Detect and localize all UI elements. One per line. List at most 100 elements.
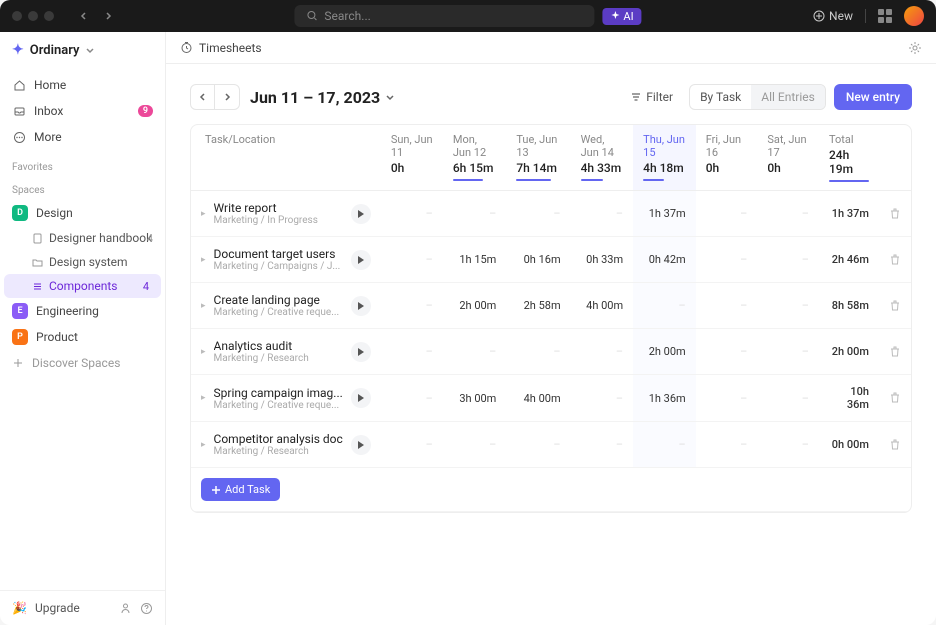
time-cell-empty[interactable]: – [381,283,443,329]
upgrade-button[interactable]: Upgrade [35,601,80,615]
time-cell[interactable]: 2h 00m [443,283,506,329]
task-name[interactable]: Analytics audit [214,339,343,353]
delete-button[interactable] [879,237,911,283]
add-task-button[interactable]: Add Task [201,478,280,501]
time-cell-empty[interactable]: – [757,237,819,283]
expand-icon[interactable]: ▸ [201,301,206,311]
time-cell-empty[interactable]: – [696,237,758,283]
task-row: ▸ Analytics auditMarketing / Research ––… [191,329,911,375]
play-button[interactable] [351,296,371,316]
search-input[interactable]: Search... [294,5,594,27]
time-cell-empty[interactable]: – [696,422,758,468]
view-all-entries[interactable]: All Entries [751,85,825,109]
time-cell-empty[interactable]: – [381,329,443,375]
expand-icon[interactable]: ▸ [201,440,206,450]
help-icon[interactable] [140,602,153,615]
new-entry-button[interactable]: New entry [834,84,912,110]
task-name[interactable]: Competitor analysis doc [214,432,343,446]
time-cell-empty[interactable]: – [757,422,819,468]
time-cell[interactable]: 0h 33m [571,237,634,283]
time-cell[interactable]: 2h 58m [506,283,570,329]
time-cell[interactable]: 1h 36m [633,375,696,422]
gear-icon[interactable] [908,41,922,55]
time-cell-empty[interactable]: – [381,422,443,468]
nav-inbox[interactable]: Inbox 9 [0,98,165,124]
next-week-button[interactable] [215,85,239,109]
chevron-down-icon [85,45,95,55]
time-cell[interactable]: 1h 15m [443,237,506,283]
space-child-system[interactable]: Design system [0,250,165,274]
time-cell-empty[interactable]: – [696,191,758,237]
back-button[interactable] [74,6,94,26]
expand-icon[interactable]: ▸ [201,209,206,219]
time-cell-empty[interactable]: – [381,375,443,422]
delete-button[interactable] [879,329,911,375]
time-cell-empty[interactable]: – [506,329,570,375]
play-button[interactable] [351,435,371,455]
delete-button[interactable] [879,375,911,422]
date-range-picker[interactable]: Jun 11 – 17, 2023 [250,88,396,107]
workspace-switcher[interactable]: ✦ Ordinary [0,32,165,68]
time-cell-empty[interactable]: – [757,329,819,375]
space-engineering[interactable]: E Engineering [0,298,165,324]
space-product[interactable]: P Product [0,324,165,350]
time-cell[interactable]: 2h 00m [633,329,696,375]
time-cell[interactable]: 0h 42m [633,237,696,283]
play-button[interactable] [351,250,371,270]
expand-icon[interactable]: ▸ [201,347,206,357]
new-button[interactable]: New [813,9,853,23]
time-cell-empty[interactable]: – [506,191,570,237]
view-by-task[interactable]: By Task [690,85,751,109]
expand-icon[interactable]: ▸ [201,255,206,265]
task-name[interactable]: Create landing page [214,293,343,307]
invite-icon[interactable] [119,602,132,615]
time-cell-empty[interactable]: – [571,191,634,237]
time-cell-empty[interactable]: – [381,237,443,283]
delete-button[interactable] [879,283,911,329]
nav-home[interactable]: Home [0,72,165,98]
time-cell-empty[interactable]: – [633,283,696,329]
time-cell-empty[interactable]: – [696,283,758,329]
play-button[interactable] [351,388,371,408]
time-cell[interactable]: 0h 16m [506,237,570,283]
prev-week-button[interactable] [191,85,215,109]
time-cell-empty[interactable]: – [443,191,506,237]
discover-spaces[interactable]: Discover Spaces [0,350,165,376]
delete-button[interactable] [879,422,911,468]
time-cell-empty[interactable]: – [696,329,758,375]
delete-button[interactable] [879,191,911,237]
time-cell-empty[interactable]: – [443,422,506,468]
sidebar-footer: 🎉 Upgrade [0,590,165,625]
nav-more[interactable]: More [0,124,165,150]
expand-icon[interactable]: ▸ [201,393,206,403]
filter-button[interactable]: Filter [622,85,681,109]
task-name[interactable]: Spring campaign imag... [214,386,343,400]
time-cell-empty[interactable]: – [443,329,506,375]
space-child-handbook[interactable]: Designer handbook 4 [0,226,165,250]
forward-button[interactable] [98,6,118,26]
task-name[interactable]: Document target users [214,247,343,261]
time-cell-empty[interactable]: – [506,422,570,468]
space-design[interactable]: D Design [0,200,165,226]
time-cell-empty[interactable]: – [571,422,634,468]
time-cell-empty[interactable]: – [571,329,634,375]
time-cell[interactable]: 3h 00m [443,375,506,422]
window-controls[interactable] [12,11,54,21]
time-cell-empty[interactable]: – [633,422,696,468]
time-cell-empty[interactable]: – [696,375,758,422]
time-cell[interactable]: 1h 37m [633,191,696,237]
task-name[interactable]: Write report [214,201,343,215]
time-cell-empty[interactable]: – [757,375,819,422]
play-button[interactable] [351,342,371,362]
time-cell[interactable]: 4h 00m [571,283,634,329]
time-cell-empty[interactable]: – [571,375,634,422]
time-cell-empty[interactable]: – [757,191,819,237]
apps-icon[interactable] [878,9,892,23]
time-cell-empty[interactable]: – [381,191,443,237]
play-button[interactable] [351,204,371,224]
time-cell[interactable]: 4h 00m [506,375,570,422]
time-cell-empty[interactable]: – [757,283,819,329]
ai-button[interactable]: AI [602,8,641,25]
space-child-components[interactable]: Components 4 [4,274,161,298]
user-avatar[interactable] [904,6,924,26]
